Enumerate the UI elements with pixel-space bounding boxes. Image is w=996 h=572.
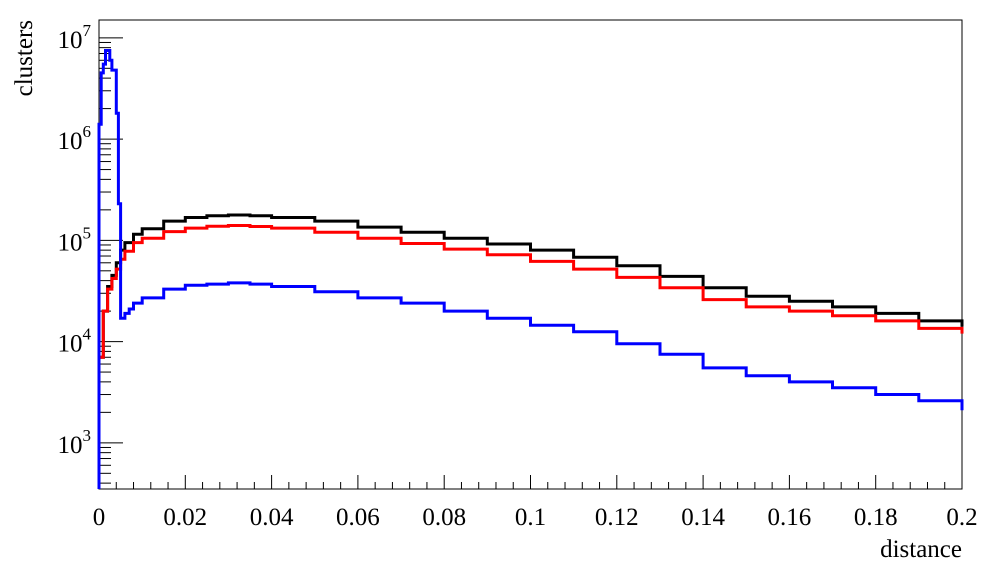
series-line-2 bbox=[97, 224, 964, 489]
x-tick-label: 0 bbox=[93, 504, 106, 531]
x-tick-label: 0.1 bbox=[515, 504, 546, 531]
x-tick-label: 0.2 bbox=[946, 504, 977, 531]
x-axis-ticks: 0 0.02 0.04 0.06 0.08 0.1 0.12 0.14 0.16 0.18 0.2 bbox=[93, 475, 978, 531]
y-tick-label: 106 bbox=[58, 122, 92, 155]
series-line-3 bbox=[97, 49, 964, 489]
x-tick-label: 0.16 bbox=[768, 504, 812, 531]
x-tick-label: 0.12 bbox=[595, 504, 639, 531]
x-axis-title: distance bbox=[880, 536, 962, 563]
y-tick-label: 105 bbox=[58, 223, 92, 256]
y-tick-label: 107 bbox=[58, 21, 92, 54]
y-axis-ticks: 103 104 105 106 107 bbox=[58, 21, 123, 484]
x-tick-label: 0.06 bbox=[336, 504, 380, 531]
x-tick-label: 0.08 bbox=[422, 504, 466, 531]
x-tick-label: 0.14 bbox=[681, 504, 725, 531]
y-axis-title: clusters bbox=[11, 20, 38, 96]
series-layer bbox=[97, 49, 964, 489]
y-tick-label: 103 bbox=[58, 426, 92, 459]
y-tick-label: 104 bbox=[58, 325, 92, 358]
x-tick-label: 0.02 bbox=[163, 504, 207, 531]
x-tick-label: 0.04 bbox=[250, 504, 294, 531]
x-tick-label: 0.18 bbox=[854, 504, 898, 531]
